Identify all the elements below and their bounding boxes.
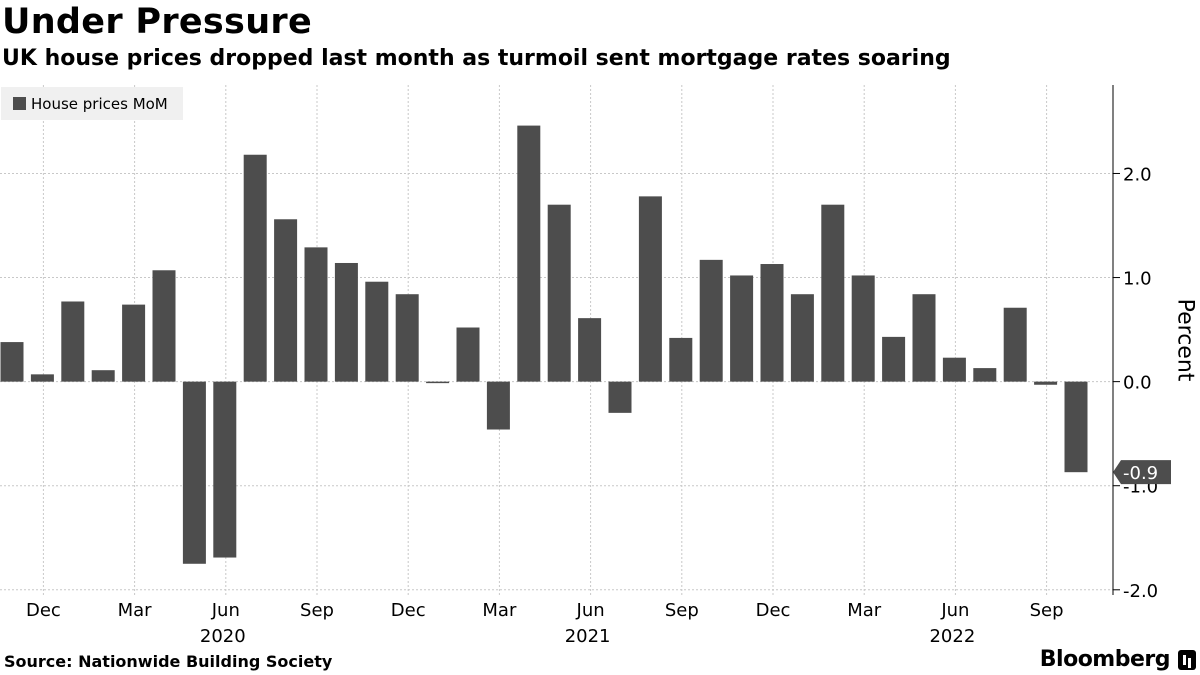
bar [547, 204, 571, 382]
bar [912, 294, 936, 382]
x-tick-label: Mar [847, 600, 882, 621]
x-tick-label: Jun [576, 600, 605, 621]
y-tick-label: 1.0 [1123, 269, 1152, 290]
last-value-badge [1113, 460, 1171, 485]
bar [334, 262, 358, 382]
bar [882, 336, 906, 382]
x-year-label: 2022 [929, 626, 975, 647]
bar [1003, 307, 1027, 382]
bar [0, 342, 24, 382]
bar [274, 219, 298, 382]
y-tick-label: 2.0 [1123, 164, 1152, 185]
bar [1034, 381, 1058, 385]
x-year-label: 2021 [565, 626, 611, 647]
bar [91, 370, 115, 382]
bar [182, 381, 206, 564]
bar [821, 204, 845, 382]
x-tick-label: Jun [940, 600, 969, 621]
x-tick-label: Sep [300, 600, 334, 621]
x-year-label: 2020 [200, 626, 246, 647]
x-tick-label: Dec [391, 600, 426, 621]
bar [638, 196, 662, 382]
y-axis-label: Percent [1172, 298, 1198, 382]
bar [699, 259, 723, 382]
x-tick-label: Jun [211, 600, 240, 621]
bar [973, 368, 997, 382]
legend-label: House prices MoM [31, 94, 168, 113]
last-value-label: -0.9 [1123, 463, 1158, 484]
bar [213, 381, 237, 558]
legend: House prices MoM [1, 87, 183, 120]
x-tick-label: Mar [482, 600, 517, 621]
y-tick-label: -2.0 [1123, 581, 1158, 602]
bar [1064, 381, 1088, 473]
bar [942, 357, 966, 382]
bar [61, 301, 85, 382]
bar [395, 294, 419, 382]
bar [608, 381, 632, 413]
bar [851, 275, 875, 382]
last-value-callout: -0.9 [1113, 460, 1171, 485]
bar [304, 247, 328, 382]
x-tick-label: Sep [1030, 600, 1064, 621]
bar [152, 270, 176, 382]
bar [486, 381, 510, 430]
source-note: Source: Nationwide Building Society [4, 652, 333, 671]
x-tick-label: Mar [118, 600, 153, 621]
bar [760, 264, 784, 382]
bar [365, 281, 389, 382]
bar [30, 374, 54, 382]
x-tick-label: Dec [26, 600, 61, 621]
bar [426, 381, 450, 384]
bar [517, 125, 541, 382]
x-tick-label: Sep [665, 600, 699, 621]
bar [578, 318, 602, 382]
legend-swatch [13, 97, 26, 110]
bar [730, 275, 754, 382]
bar [122, 304, 146, 382]
bloomberg-icon [1178, 650, 1196, 670]
y-tick-label: 0.0 [1123, 373, 1152, 394]
chart-subtitle: UK house prices dropped last month as tu… [2, 46, 951, 71]
bar [243, 154, 267, 382]
bar [669, 337, 693, 382]
x-tick-label: Dec [756, 600, 791, 621]
bar [456, 327, 480, 382]
brand-logo-text: Bloomberg [1039, 647, 1171, 672]
bar [790, 294, 814, 382]
chart-title: Under Pressure [2, 2, 313, 42]
